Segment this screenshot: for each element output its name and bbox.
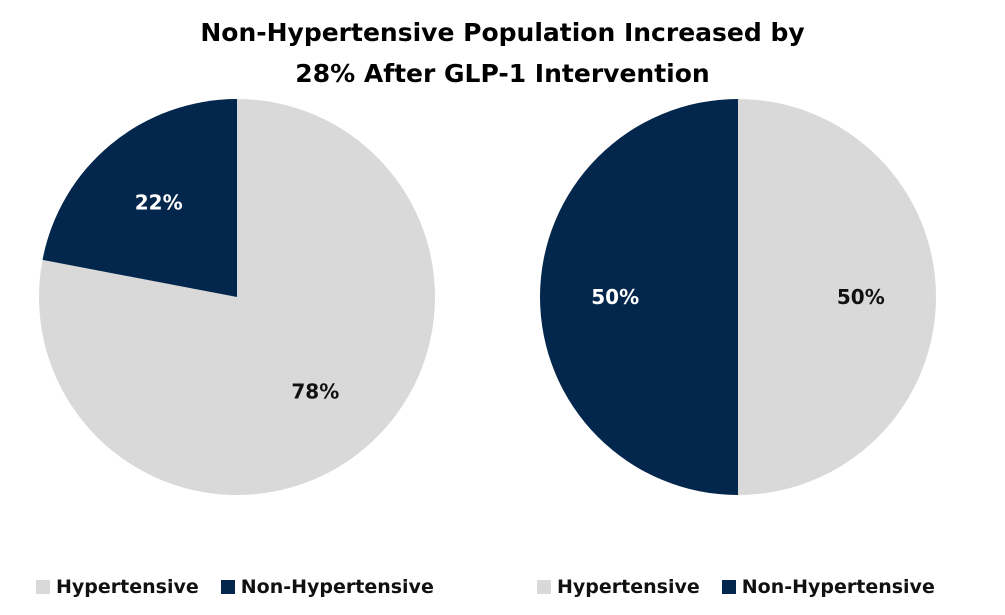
legend-swatch-non-hypertensive: [220, 580, 235, 594]
legend-swatch-hypertensive: [537, 580, 551, 594]
legend-item-non-hypertensive: Non-Hypertensive: [721, 576, 935, 598]
chart-title-line-1: Non-Hypertensive Population Increased by: [200, 18, 805, 47]
legend-item-hypertensive: Hypertensive: [36, 576, 199, 598]
data-label-hypertensive: 50%: [837, 285, 885, 309]
data-label-non-hypertensive: 22%: [135, 190, 183, 214]
legend-item-non-hypertensive: Non-Hypertensive: [220, 576, 434, 598]
pie-slice-non-hypertensive: [540, 99, 738, 495]
data-label-non-hypertensive: 50%: [591, 285, 639, 309]
legend-item-hypertensive: Hypertensive: [537, 576, 700, 598]
legend-label-hypertensive: Hypertensive: [56, 576, 199, 598]
pie-slice-non-hypertensive: [42, 99, 238, 297]
legend-label-non-hypertensive: Non-Hypertensive: [240, 576, 434, 598]
pie-slice-hypertensive: [39, 99, 436, 495]
legend-swatch-non-hypertensive: [721, 580, 736, 594]
legend-after: Hypertensive Non-Hypertensive: [537, 574, 935, 600]
pie-chart-before: 78% 22%: [39, 99, 436, 495]
data-label-hypertensive: 78%: [291, 380, 339, 404]
pie-slice-hypertensive: [738, 99, 936, 495]
legend-label-non-hypertensive: Non-Hypertensive: [741, 576, 935, 598]
chart-title: Non-Hypertensive Population Increased by…: [0, 12, 1005, 94]
pie-chart-after: 50% 50%: [540, 99, 936, 495]
legend-swatch-hypertensive: [36, 580, 50, 594]
legend-label-hypertensive: Hypertensive: [557, 576, 700, 598]
chart-title-line-2: 28% After GLP-1 Intervention: [295, 59, 710, 88]
legend-before: Hypertensive Non-Hypertensive: [36, 574, 434, 600]
